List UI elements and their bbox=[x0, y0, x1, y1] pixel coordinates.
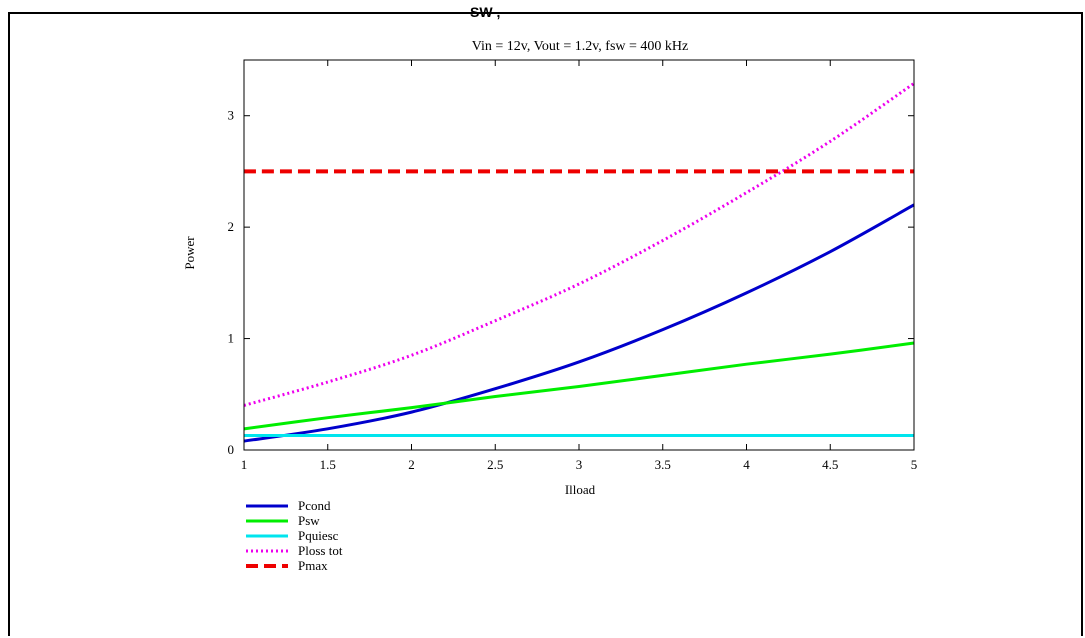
legend-label: Pmax bbox=[298, 558, 328, 573]
y-tick-label: 2 bbox=[228, 219, 235, 234]
x-tick-label: 4 bbox=[743, 457, 750, 472]
legend-item: Psw bbox=[246, 513, 320, 528]
chart-title: Vin = 12v, Vout = 1.2v, fsw = 400 kHz bbox=[472, 39, 689, 54]
series-line-pcond bbox=[243, 203, 915, 443]
x-tick-label: 1 bbox=[241, 457, 248, 472]
x-tick-label: 2.5 bbox=[487, 457, 503, 472]
clipped-heading: SW , bbox=[470, 4, 501, 20]
y-tick-label: 3 bbox=[228, 108, 235, 123]
x-tick-label: 5 bbox=[911, 457, 918, 472]
legend-item: Pmax bbox=[246, 558, 328, 573]
legend-label: Pquiesc bbox=[298, 528, 339, 543]
x-axis-label: Ilload bbox=[565, 482, 596, 497]
x-tick-label: 2 bbox=[408, 457, 415, 472]
plot-area-border bbox=[243, 59, 915, 451]
x-tick-label: 1.5 bbox=[320, 457, 336, 472]
x-tick-label: 3.5 bbox=[655, 457, 671, 472]
x-tick-label: 3 bbox=[576, 457, 583, 472]
legend-label: Ploss tot bbox=[298, 543, 343, 558]
legend-item: Ploss tot bbox=[246, 543, 343, 558]
x-tick-label: 4.5 bbox=[822, 457, 838, 472]
figure-frame: SW , bbox=[8, 4, 1083, 636]
legend-item: Pquiesc bbox=[246, 528, 339, 543]
legend-label: Psw bbox=[298, 513, 320, 528]
y-axis-label: Power bbox=[182, 236, 197, 270]
y-tick-label: 1 bbox=[228, 331, 235, 346]
series-line-psw bbox=[243, 341, 915, 431]
y-tick-label: 0 bbox=[228, 442, 235, 457]
legend-item: Pcond bbox=[246, 498, 331, 513]
legend-label: Pcond bbox=[298, 498, 331, 513]
